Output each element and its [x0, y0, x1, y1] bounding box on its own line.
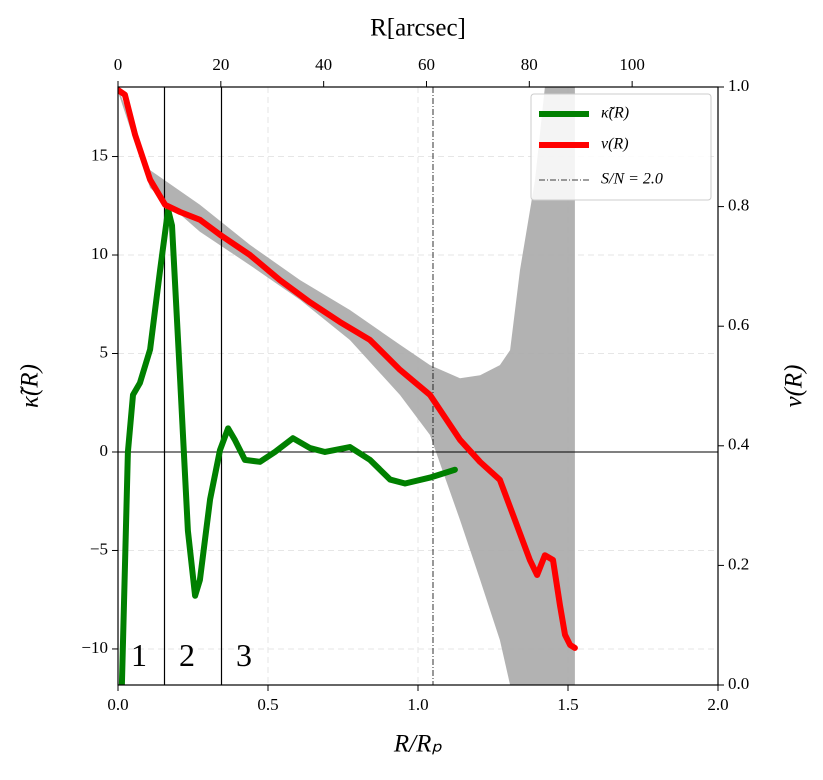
x-tick-label: 0.5	[257, 695, 278, 714]
region-label: 3	[236, 637, 252, 673]
x2-axis-label: R[arcsec]	[370, 15, 466, 42]
y2-tick-label: 1.0	[728, 76, 749, 95]
plot-area	[118, 87, 718, 685]
region-label: 2	[179, 637, 195, 673]
plot-frame	[117, 86, 719, 686]
y2-tick-label: 0.8	[728, 196, 749, 215]
region-label: 1	[131, 637, 147, 673]
x-tick-label: 1.5	[557, 695, 578, 714]
x2-tick-label: 100	[619, 55, 645, 74]
x-axis-label: R/Rₚ	[393, 731, 442, 758]
legend-label: ν(R)	[601, 136, 629, 153]
legend-label: S/N = 2.0	[601, 171, 663, 188]
y-tick-label: −5	[90, 539, 108, 558]
x2-tick-label: 0	[114, 55, 123, 74]
y-tick-label: 0	[100, 441, 109, 460]
y-tick-label: −10	[81, 638, 108, 657]
y2-tick-label: 0.6	[728, 315, 749, 334]
series-line	[118, 206, 458, 685]
x2-tick-label: 40	[315, 55, 332, 74]
y2-tick-label: 0.4	[728, 435, 750, 454]
x-tick-label: 1.0	[407, 695, 428, 714]
y2-tick-label: 0.0	[728, 674, 749, 693]
x2-tick-label: 20	[212, 55, 229, 74]
x2-tick-label: 80	[521, 55, 538, 74]
y-axis-label: κ̃(R)	[17, 364, 44, 408]
y-tick-label: 15	[91, 145, 108, 164]
x-tick-label: 0.0	[107, 695, 128, 714]
series-line	[118, 87, 578, 651]
x-tick-label: 2.0	[707, 695, 728, 714]
x2-tick-label: 60	[418, 55, 435, 74]
y2-tick-label: 0.2	[728, 554, 749, 573]
legend-label: κ̃(R)	[601, 105, 629, 122]
y-tick-label: 10	[91, 244, 108, 263]
y-tick-label: 5	[100, 342, 109, 361]
error-band	[118, 87, 575, 685]
legend-box	[530, 93, 712, 201]
y2-axis-label: ν(R)	[781, 364, 808, 407]
